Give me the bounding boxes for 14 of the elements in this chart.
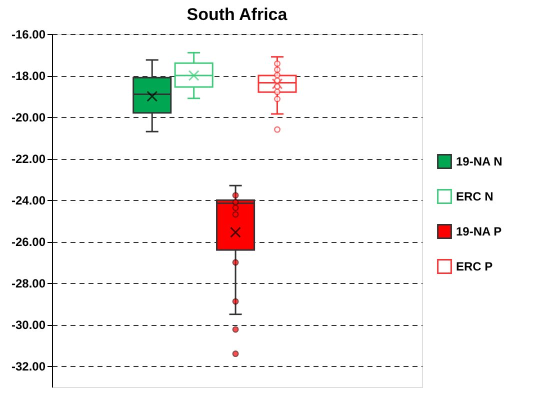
y-tick-label: -32.00 bbox=[11, 360, 46, 374]
chart-title: South Africa bbox=[186, 5, 288, 24]
legend-label: ERC N bbox=[456, 190, 494, 204]
legend-label: 19-NA N bbox=[456, 154, 502, 169]
y-tick-label: -24.00 bbox=[11, 194, 46, 208]
y-tick-label: -18.00 bbox=[11, 69, 46, 84]
y-tick-label: -30.00 bbox=[11, 318, 46, 332]
y-tick-label: -28.00 bbox=[11, 276, 46, 291]
legend-label: 19-NA P bbox=[456, 224, 502, 239]
y-tick-label: -26.00 bbox=[11, 235, 46, 250]
y-tick-label: -20.00 bbox=[11, 110, 46, 125]
y-tick-label: -16.00 bbox=[11, 28, 46, 42]
legend-label: ERC P bbox=[456, 260, 493, 274]
y-tick-label: -22.00 bbox=[11, 152, 46, 166]
